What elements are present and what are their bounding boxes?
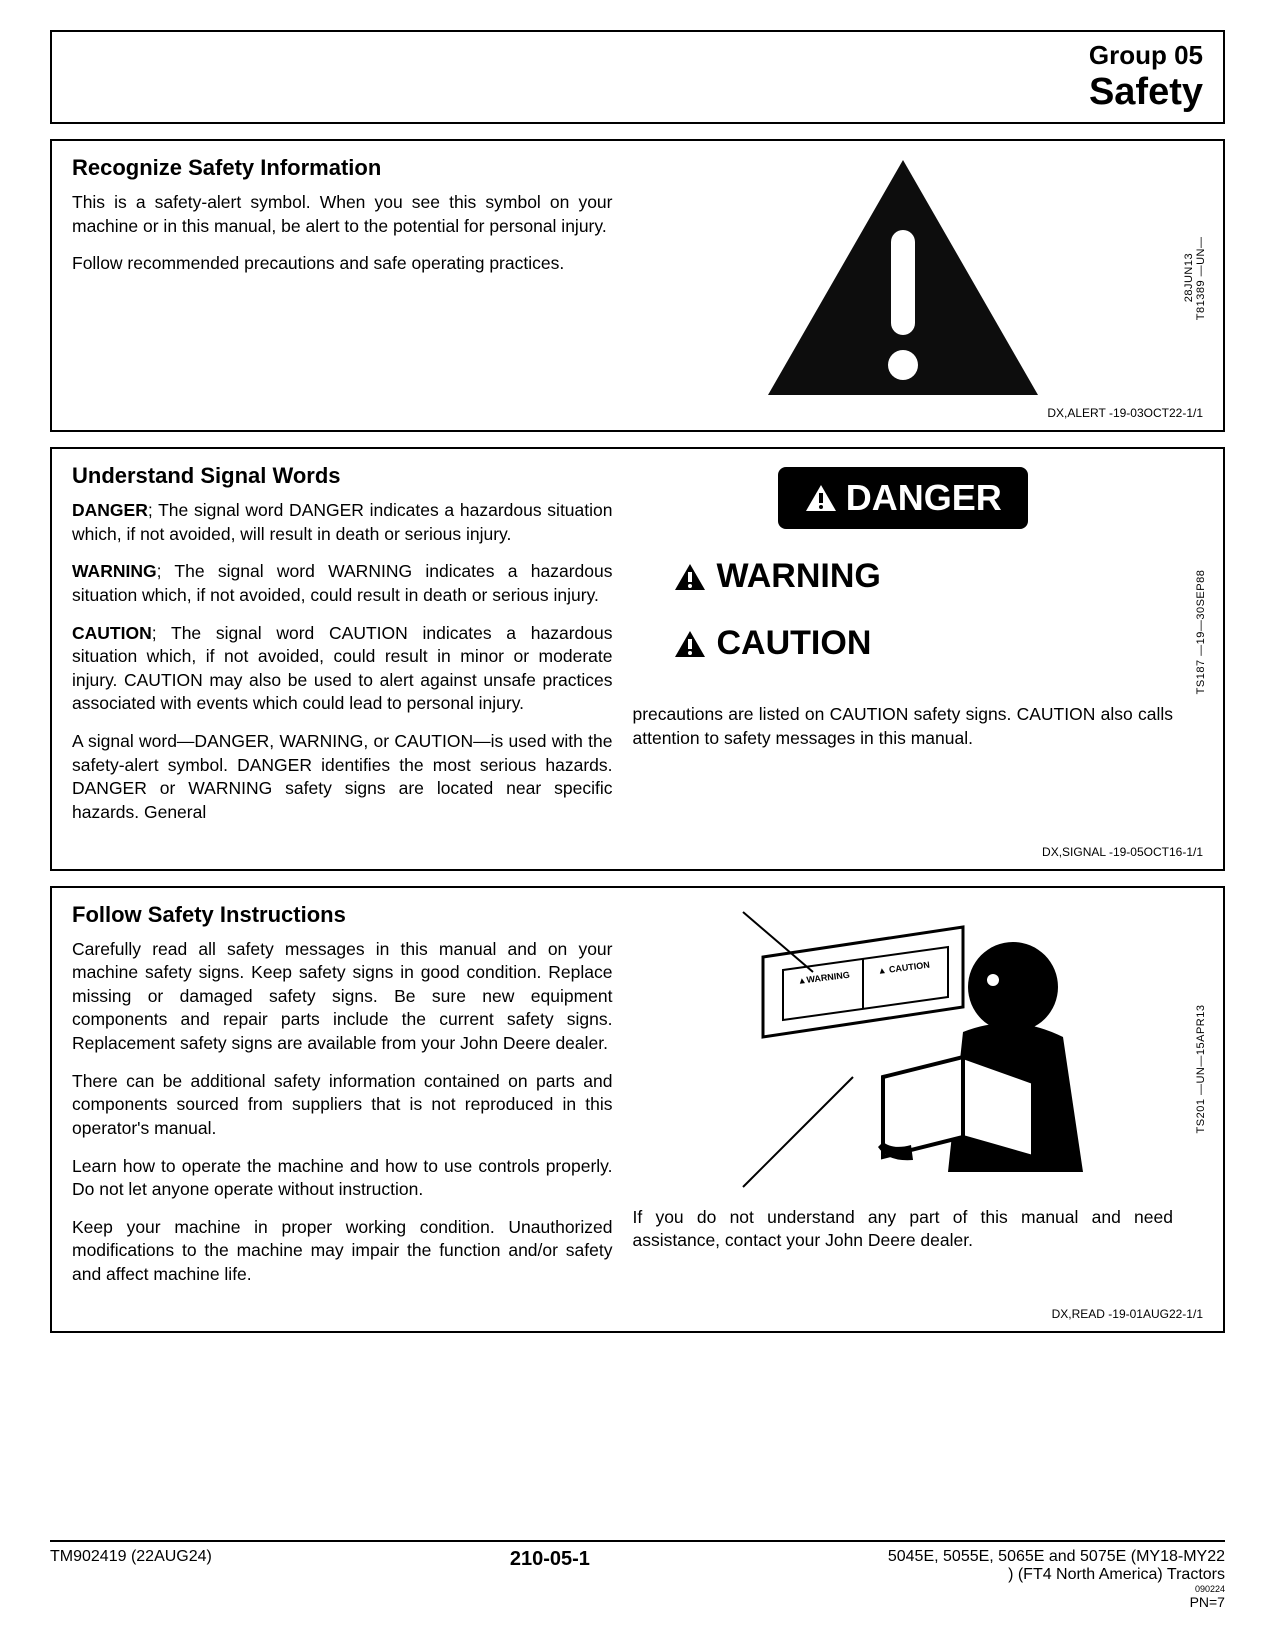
alert-triangle-icon: [804, 483, 838, 513]
danger-badge: DANGER: [778, 467, 1028, 529]
section-follow-instructions: Follow Safety Instructions Carefully rea…: [50, 886, 1225, 1333]
paragraph: There can be additional safety informati…: [72, 1070, 613, 1141]
paragraph: CAUTION; The signal word CAUTION indicat…: [72, 622, 613, 717]
caution-label: CAUTION: [673, 624, 1174, 663]
person-reading-icon: ▲WARNING ▲ CAUTION: [703, 902, 1103, 1192]
paragraph: WARNING; The signal word WARNING indicat…: [72, 560, 613, 607]
image-code: T81389 —UN—28JUN13: [1183, 216, 1207, 339]
svg-text:▲ CAUTION: ▲ CAUTION: [877, 959, 930, 975]
page-footer: TM902419 (22AUG24) 210-05-1 5045E, 5055E…: [50, 1540, 1225, 1610]
paragraph: A signal word—DANGER, WARNING, or CAUTIO…: [72, 730, 613, 825]
svg-text:▲WARNING: ▲WARNING: [797, 969, 850, 985]
alert-triangle-icon: [673, 562, 707, 592]
group-label: Group 05: [72, 40, 1203, 71]
section-recognize: Recognize Safety Information This is a s…: [50, 139, 1225, 432]
footer-right: 5045E, 5055E, 5065E and 5075E (MY18-MY22…: [888, 1548, 1225, 1610]
page-header: Group 05 Safety: [50, 30, 1225, 124]
image-code: TS201 —UN—15APR13: [1195, 1005, 1207, 1134]
paragraph: precautions are listed on CAUTION safety…: [633, 703, 1174, 750]
section-title: Recognize Safety Information: [72, 155, 613, 181]
reference-code: DX,ALERT -19-03OCT22-1/1: [72, 406, 1203, 420]
footer-left: TM902419 (22AUG24): [50, 1548, 212, 1610]
warning-label: WARNING: [673, 557, 1174, 596]
paragraph: Learn how to operate the machine and how…: [72, 1155, 613, 1202]
section-title: Understand Signal Words: [72, 463, 613, 489]
alert-triangle-icon: [763, 155, 1043, 400]
paragraph: This is a safety-alert symbol. When you …: [72, 191, 613, 238]
paragraph: Follow recommended precautions and safe …: [72, 252, 613, 276]
section-title: Follow Safety Instructions: [72, 902, 613, 928]
paragraph: If you do not understand any part of thi…: [633, 1206, 1174, 1253]
paragraph: DANGER; The signal word DANGER indicates…: [72, 499, 613, 546]
reference-code: DX,READ -19-01AUG22-1/1: [72, 1307, 1203, 1321]
alert-triangle-icon: [673, 629, 707, 659]
paragraph: Keep your machine in proper working cond…: [72, 1216, 613, 1287]
page-title: Safety: [72, 71, 1203, 114]
paragraph: Carefully read all safety messages in th…: [72, 938, 613, 1056]
image-code: TS187 —19—30SEP88: [1195, 570, 1207, 695]
reference-code: DX,SIGNAL -19-05OCT16-1/1: [72, 845, 1203, 859]
section-signal-words: Understand Signal Words DANGER; The sign…: [50, 447, 1225, 871]
footer-page-number: 210-05-1: [510, 1548, 590, 1610]
